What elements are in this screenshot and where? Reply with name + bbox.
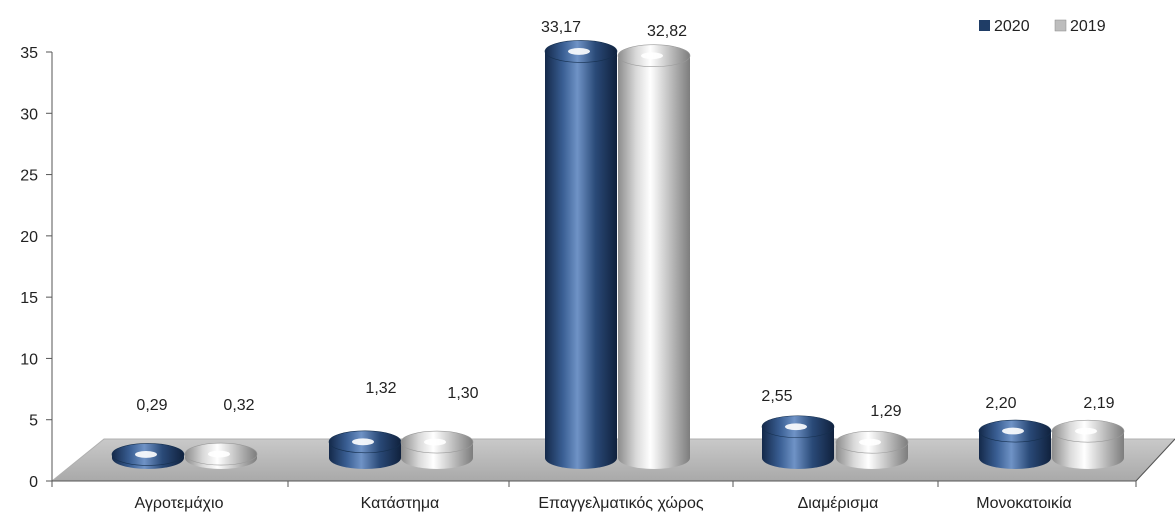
data-label-2020-0: 0,29 [136, 397, 167, 414]
y-tick-label: 0 [29, 474, 38, 491]
data-label-2020-1: 1,32 [365, 380, 396, 397]
data-labels: 0,29 0,32 1,32 1,30 33,17 32,82 2,55 1,29 2,20 2,… [136, 19, 1114, 420]
y-tick-label: 35 [20, 45, 38, 62]
x-category-label: Διαμέρισμα [798, 495, 879, 512]
data-label-2019-0: 0,32 [223, 397, 254, 414]
x-axis-categories: Αγροτεμάχιο Κατάστημα Επαγγελματικός χώρος… [51, 481, 1137, 512]
y-tick-label: 20 [20, 229, 38, 246]
y-tick-label: 30 [20, 106, 38, 123]
y-tick-label: 10 [20, 351, 38, 368]
bar-2019-2 [617, 44, 691, 469]
data-label-2020-3: 2,55 [761, 388, 792, 405]
bar-2020-4 [978, 419, 1052, 469]
data-label-2019-1: 1,30 [447, 385, 478, 402]
data-label-2020-4: 2,20 [985, 395, 1016, 412]
y-axis-ticks: 0 5 10 15 20 25 30 35 [20, 45, 52, 491]
y-tick-label: 15 [20, 290, 38, 307]
x-category-label: Αγροτεμάχιο [135, 495, 224, 512]
bar-2019-3 [835, 430, 909, 469]
bar-2020-1 [328, 430, 402, 469]
legend-label-2020: 2020 [994, 18, 1030, 35]
legend-label-2019: 2019 [1070, 18, 1106, 35]
x-category-label: Μονοκατοικία [976, 495, 1072, 512]
data-label-2019-4: 2,19 [1083, 395, 1114, 412]
y-tick-label: 5 [29, 413, 38, 430]
legend: 2020 2019 [979, 18, 1106, 35]
data-label-2020-2: 33,17 [541, 19, 581, 36]
floor-back-edge [1135, 438, 1175, 482]
bar-2020-3 [761, 415, 835, 469]
bar-2020-0 [111, 443, 185, 469]
data-label-2019-3: 1,29 [870, 403, 901, 420]
x-category-label: Κατάστημα [361, 495, 440, 512]
bar-2019-4 [1051, 419, 1125, 469]
bars-group [111, 40, 1125, 469]
x-category-label: Επαγγελματικός χώρος [538, 495, 704, 512]
y-tick-label: 25 [20, 168, 38, 185]
legend-swatch-2019 [1054, 19, 1067, 32]
bar-2019-1 [400, 430, 474, 469]
bar-2020-2 [544, 40, 618, 469]
bar-2019-0 [184, 442, 258, 469]
data-label-2019-2: 32,82 [647, 23, 687, 40]
legend-swatch-2020 [979, 20, 990, 31]
